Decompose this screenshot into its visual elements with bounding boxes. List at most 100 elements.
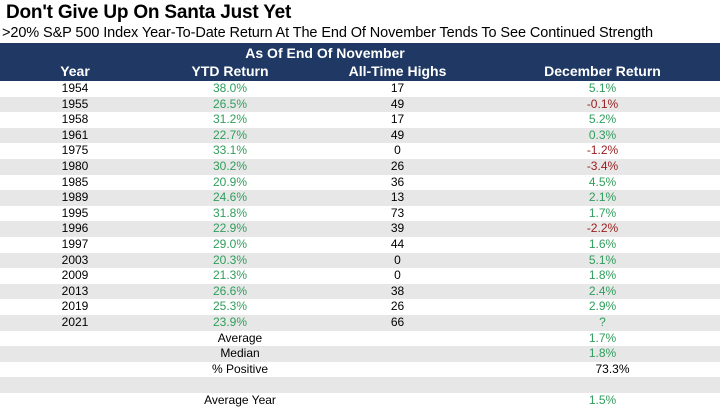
year-cell: 1997 [61, 236, 89, 251]
year-cell: 2009 [61, 268, 89, 283]
table-row: 1958 31.2% 17 5.2% [0, 112, 720, 128]
table-row: 1980 30.2% 26 -3.4% [0, 158, 720, 175]
year-cell: 1985 [61, 174, 89, 189]
ytd-return-cell: 21.3% [212, 268, 248, 283]
table-row: 2021 23.9% 66? [0, 314, 720, 331]
year-cell: 1989 [61, 190, 89, 205]
table-row: 1961 22.7% 49 0.3% [0, 127, 720, 144]
all-time-highs-cell: 49 [390, 96, 405, 111]
all-time-highs-cell: 39 [390, 221, 405, 236]
december-return-cell: 1.7% [588, 205, 617, 220]
table-row: 2013 26.6% 38 2.4% [0, 283, 720, 300]
all-time-highs-cell: 0 [394, 252, 401, 267]
december-return-cell: -2.2% [586, 221, 619, 236]
december-return-cell: 2.4% [588, 283, 617, 298]
ytd-return-cell: 26.5% [212, 96, 248, 111]
summary-label: Median [220, 346, 260, 361]
summary-row: Average Year 1.5% [0, 393, 720, 408]
table-row: 1955 26.5% 49 -0.1% [0, 96, 720, 113]
december-return-cell: 5.1% [588, 252, 617, 267]
ytd-return-cell: 20.9% [212, 174, 248, 189]
december-return-cell: 2.9% [588, 299, 617, 314]
december-return-cell: 1.6% [588, 236, 617, 251]
table-row: 1954 38.0% 17 5.1% [0, 81, 720, 97]
table-row: 2019 25.3% 26 2.9% [0, 299, 720, 315]
december-return-cell: 5.1% [588, 81, 617, 95]
year-cell: 2013 [61, 283, 89, 298]
december-return-cell: 5.2% [588, 112, 617, 127]
table-body: 1954 38.0% 17 5.1% 1955 26.5% 49 -0.1% 1958 31.2%… [0, 81, 720, 408]
all-time-highs-cell: 44 [390, 236, 405, 251]
header-ytd-return: YTD Return [191, 63, 269, 79]
all-time-highs-cell: 17 [390, 81, 405, 95]
ytd-return-cell: 22.9% [212, 221, 248, 236]
all-time-highs-cell: 26 [390, 158, 405, 173]
december-return-cell: ? [599, 314, 606, 329]
all-time-highs-cell: 66 [390, 314, 405, 329]
summary-row [0, 377, 720, 393]
year-cell: 1980 [61, 158, 89, 173]
table-header: As Of End Of November Year YTD Return Al… [0, 44, 720, 81]
table-row: 1996 22.9% 39 -2.2% [0, 221, 720, 237]
year-cell: 1961 [61, 127, 89, 142]
header-year: Year [60, 63, 90, 79]
header-all-time-highs: All-Time Highs [348, 63, 447, 79]
table-row: 1989 24.6% 13 2.1% [0, 190, 720, 206]
ytd-return-cell: 31.8% [212, 205, 248, 220]
year-cell: 1958 [61, 112, 89, 127]
december-return-cell: -0.1% [586, 96, 619, 111]
summary-value: 1.5% [588, 392, 617, 407]
table-row: 2009 21.3% 0 1.8% [0, 268, 720, 284]
summary-value: 1.7% [588, 330, 617, 345]
ytd-return-cell: 33.1% [212, 143, 248, 158]
all-time-highs-cell: 49 [390, 127, 405, 142]
december-return-cell: -1.2% [586, 143, 619, 158]
all-time-highs-cell: 0 [394, 143, 401, 158]
december-return-cell: -3.4% [586, 158, 619, 173]
ytd-return-cell: 20.3% [212, 252, 248, 267]
year-cell: 1954 [61, 81, 89, 95]
header-december-return: December Return [544, 63, 661, 79]
ytd-return-cell: 30.2% [212, 158, 248, 173]
ytd-return-cell: 38.0% [212, 81, 248, 95]
summary-row: Median 1.8% [0, 346, 720, 362]
ytd-return-cell: 26.6% [212, 283, 248, 298]
summary-value: 1.8% [588, 346, 617, 361]
december-return-cell: 1.8% [588, 268, 617, 283]
ytd-return-cell: 25.3% [212, 299, 248, 314]
ytd-return-cell: 22.7% [212, 127, 248, 142]
ytd-return-cell: 24.6% [212, 190, 248, 205]
chart-subtitle: >20% S&P 500 Index Year-To-Date Return A… [2, 25, 654, 41]
year-cell: 2019 [61, 299, 89, 314]
year-cell: 1955 [61, 96, 89, 111]
year-cell: 1975 [61, 143, 89, 158]
chart-title: Don't Give Up On Santa Just Yet [6, 2, 292, 23]
table-row: 1985 20.9% 36 4.5% [0, 175, 720, 191]
summary-row: Average 1.7% [0, 331, 720, 347]
december-return-cell: 4.5% [588, 174, 617, 189]
all-time-highs-cell: 36 [390, 174, 405, 189]
year-cell: 1995 [61, 205, 89, 220]
table-row: 2003 20.3% 0 5.1% [0, 252, 720, 269]
year-cell: 1996 [61, 221, 89, 236]
summary-value: 73.3% [595, 361, 630, 376]
summary-label: Average [217, 330, 263, 345]
december-return-cell: 0.3% [588, 127, 617, 142]
summary-label: % Positive [211, 361, 269, 376]
all-time-highs-cell: 38 [390, 283, 405, 298]
ytd-return-cell: 29.0% [212, 236, 248, 251]
header-group-label: As Of End Of November [245, 45, 405, 61]
all-time-highs-cell: 73 [390, 205, 405, 220]
table-row: 1975 33.1% 0 -1.2% [0, 143, 720, 159]
year-cell: 2021 [61, 314, 89, 329]
all-time-highs-cell: 13 [390, 190, 405, 205]
table-row: 1997 29.0% 44 1.6% [0, 237, 720, 253]
all-time-highs-cell: 17 [390, 112, 405, 127]
all-time-highs-cell: 0 [394, 268, 401, 283]
year-cell: 2003 [61, 252, 89, 267]
summary-row: % Positive 73.3% [0, 362, 720, 378]
ytd-return-cell: 31.2% [212, 112, 248, 127]
december-return-cell: 2.1% [588, 190, 617, 205]
all-time-highs-cell: 26 [390, 299, 405, 314]
summary-label: Average Year [204, 392, 276, 407]
